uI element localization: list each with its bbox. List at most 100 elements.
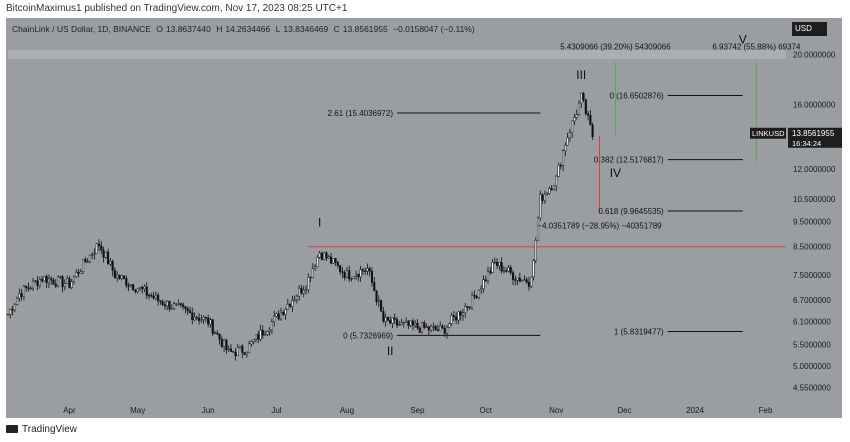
candle-body: [309, 276, 312, 279]
candle-body: [527, 282, 530, 287]
candle-body: [270, 321, 273, 331]
candle-body: [548, 188, 551, 194]
candle-body: [259, 329, 262, 340]
x-tick-label: Nov: [549, 406, 563, 415]
resistance-band: [8, 49, 786, 59]
candle-body: [459, 311, 462, 316]
candle-body: [357, 274, 360, 278]
candle-body: [539, 194, 542, 219]
y-tick-label: 9.5000000: [793, 218, 831, 227]
fib-level-label: 0 (16.6502876): [609, 92, 664, 101]
candle-body: [211, 319, 214, 334]
candle-body: [234, 352, 237, 356]
chart-frame[interactable]: [6, 18, 842, 418]
symbol-name[interactable]: ChainLink / US Dollar, 1D, BINANCE: [12, 24, 151, 34]
candle-body: [502, 270, 505, 272]
candle-body: [264, 334, 267, 336]
candle-body: [31, 280, 35, 289]
measure-label: −4.0351789 (−28.95%) −40351789: [537, 221, 662, 230]
candle-body: [161, 301, 164, 306]
candle-body: [157, 294, 160, 302]
candle-body: [186, 308, 189, 312]
candle-body: [300, 287, 303, 294]
candle-body: [386, 317, 389, 321]
candle-body: [127, 285, 130, 287]
currency-button[interactable]: USD: [792, 22, 827, 36]
candle-body: [36, 280, 39, 287]
candle-body: [72, 276, 76, 282]
wave-label: V: [739, 32, 747, 46]
candle-body: [302, 290, 305, 294]
candle-body: [273, 315, 276, 323]
fib-level-label: 1 (5.8319477): [614, 327, 664, 336]
x-tick-label: Jun: [202, 406, 215, 415]
candle-body: [332, 258, 335, 264]
candle-body: [432, 326, 435, 328]
candle-body: [129, 284, 132, 286]
candle-body: [461, 312, 465, 316]
candle-body: [525, 279, 528, 283]
candle-body: [475, 295, 478, 299]
candle-body: [20, 293, 23, 298]
candle-body: [243, 352, 246, 355]
candle-body: [209, 319, 212, 325]
low-value: 13.8346469: [283, 24, 329, 34]
candle-body: [238, 345, 242, 348]
candle-body: [480, 288, 483, 291]
candle-body: [43, 276, 46, 282]
candle-body: [543, 193, 546, 201]
candle-body: [350, 278, 353, 280]
candle-body: [339, 265, 342, 272]
candle-body: [293, 299, 296, 301]
candle-body: [86, 261, 89, 263]
candle-body: [227, 348, 230, 350]
candle-body: [393, 317, 396, 320]
candle-body: [257, 334, 260, 340]
candle-body: [88, 254, 91, 262]
candle-body: [193, 317, 196, 321]
candle-body: [562, 150, 565, 166]
candle-body: [493, 261, 496, 264]
candle-body: [191, 312, 194, 321]
candle-body: [436, 329, 439, 332]
candle-body: [118, 274, 121, 279]
candle-body: [571, 120, 574, 134]
candle-body: [523, 279, 526, 281]
candle-body: [59, 276, 62, 278]
candle-body: [587, 113, 590, 116]
candle-body: [341, 271, 344, 273]
candle-body: [402, 321, 405, 324]
candle-body: [541, 194, 544, 201]
candle-body: [448, 323, 451, 328]
candle-body: [298, 287, 301, 297]
candle-body: [409, 320, 412, 326]
y-tick-label: 4.5500000: [793, 383, 831, 392]
candle-body: [13, 304, 16, 311]
candle-body: [521, 279, 524, 282]
candle-body: [434, 326, 437, 331]
candle-body: [168, 300, 171, 310]
candle-body: [564, 144, 567, 152]
fib-level-label: 0.618 (9.9645535): [598, 207, 664, 216]
y-tick-label: 16.0000000: [793, 100, 836, 109]
low-label: L: [275, 24, 281, 34]
candle-body: [439, 325, 442, 332]
fib-level-label: 2.61 (15.4036972): [328, 109, 394, 118]
candle-body: [248, 343, 251, 353]
y-tick-label: 7.5000000: [793, 271, 831, 280]
candle-body: [220, 338, 223, 347]
candle-body: [266, 331, 269, 335]
candle-body: [368, 268, 371, 272]
candle-body: [225, 339, 228, 350]
candle-body: [546, 193, 549, 195]
candle-body: [29, 287, 32, 290]
candle-body: [218, 333, 221, 340]
candle-body: [582, 92, 585, 101]
candle-body: [334, 258, 337, 263]
x-tick-label: Dec: [617, 406, 631, 415]
candle-body: [109, 261, 112, 265]
candle-body: [307, 276, 310, 290]
candle-body: [184, 306, 187, 309]
candle-body: [138, 286, 141, 290]
